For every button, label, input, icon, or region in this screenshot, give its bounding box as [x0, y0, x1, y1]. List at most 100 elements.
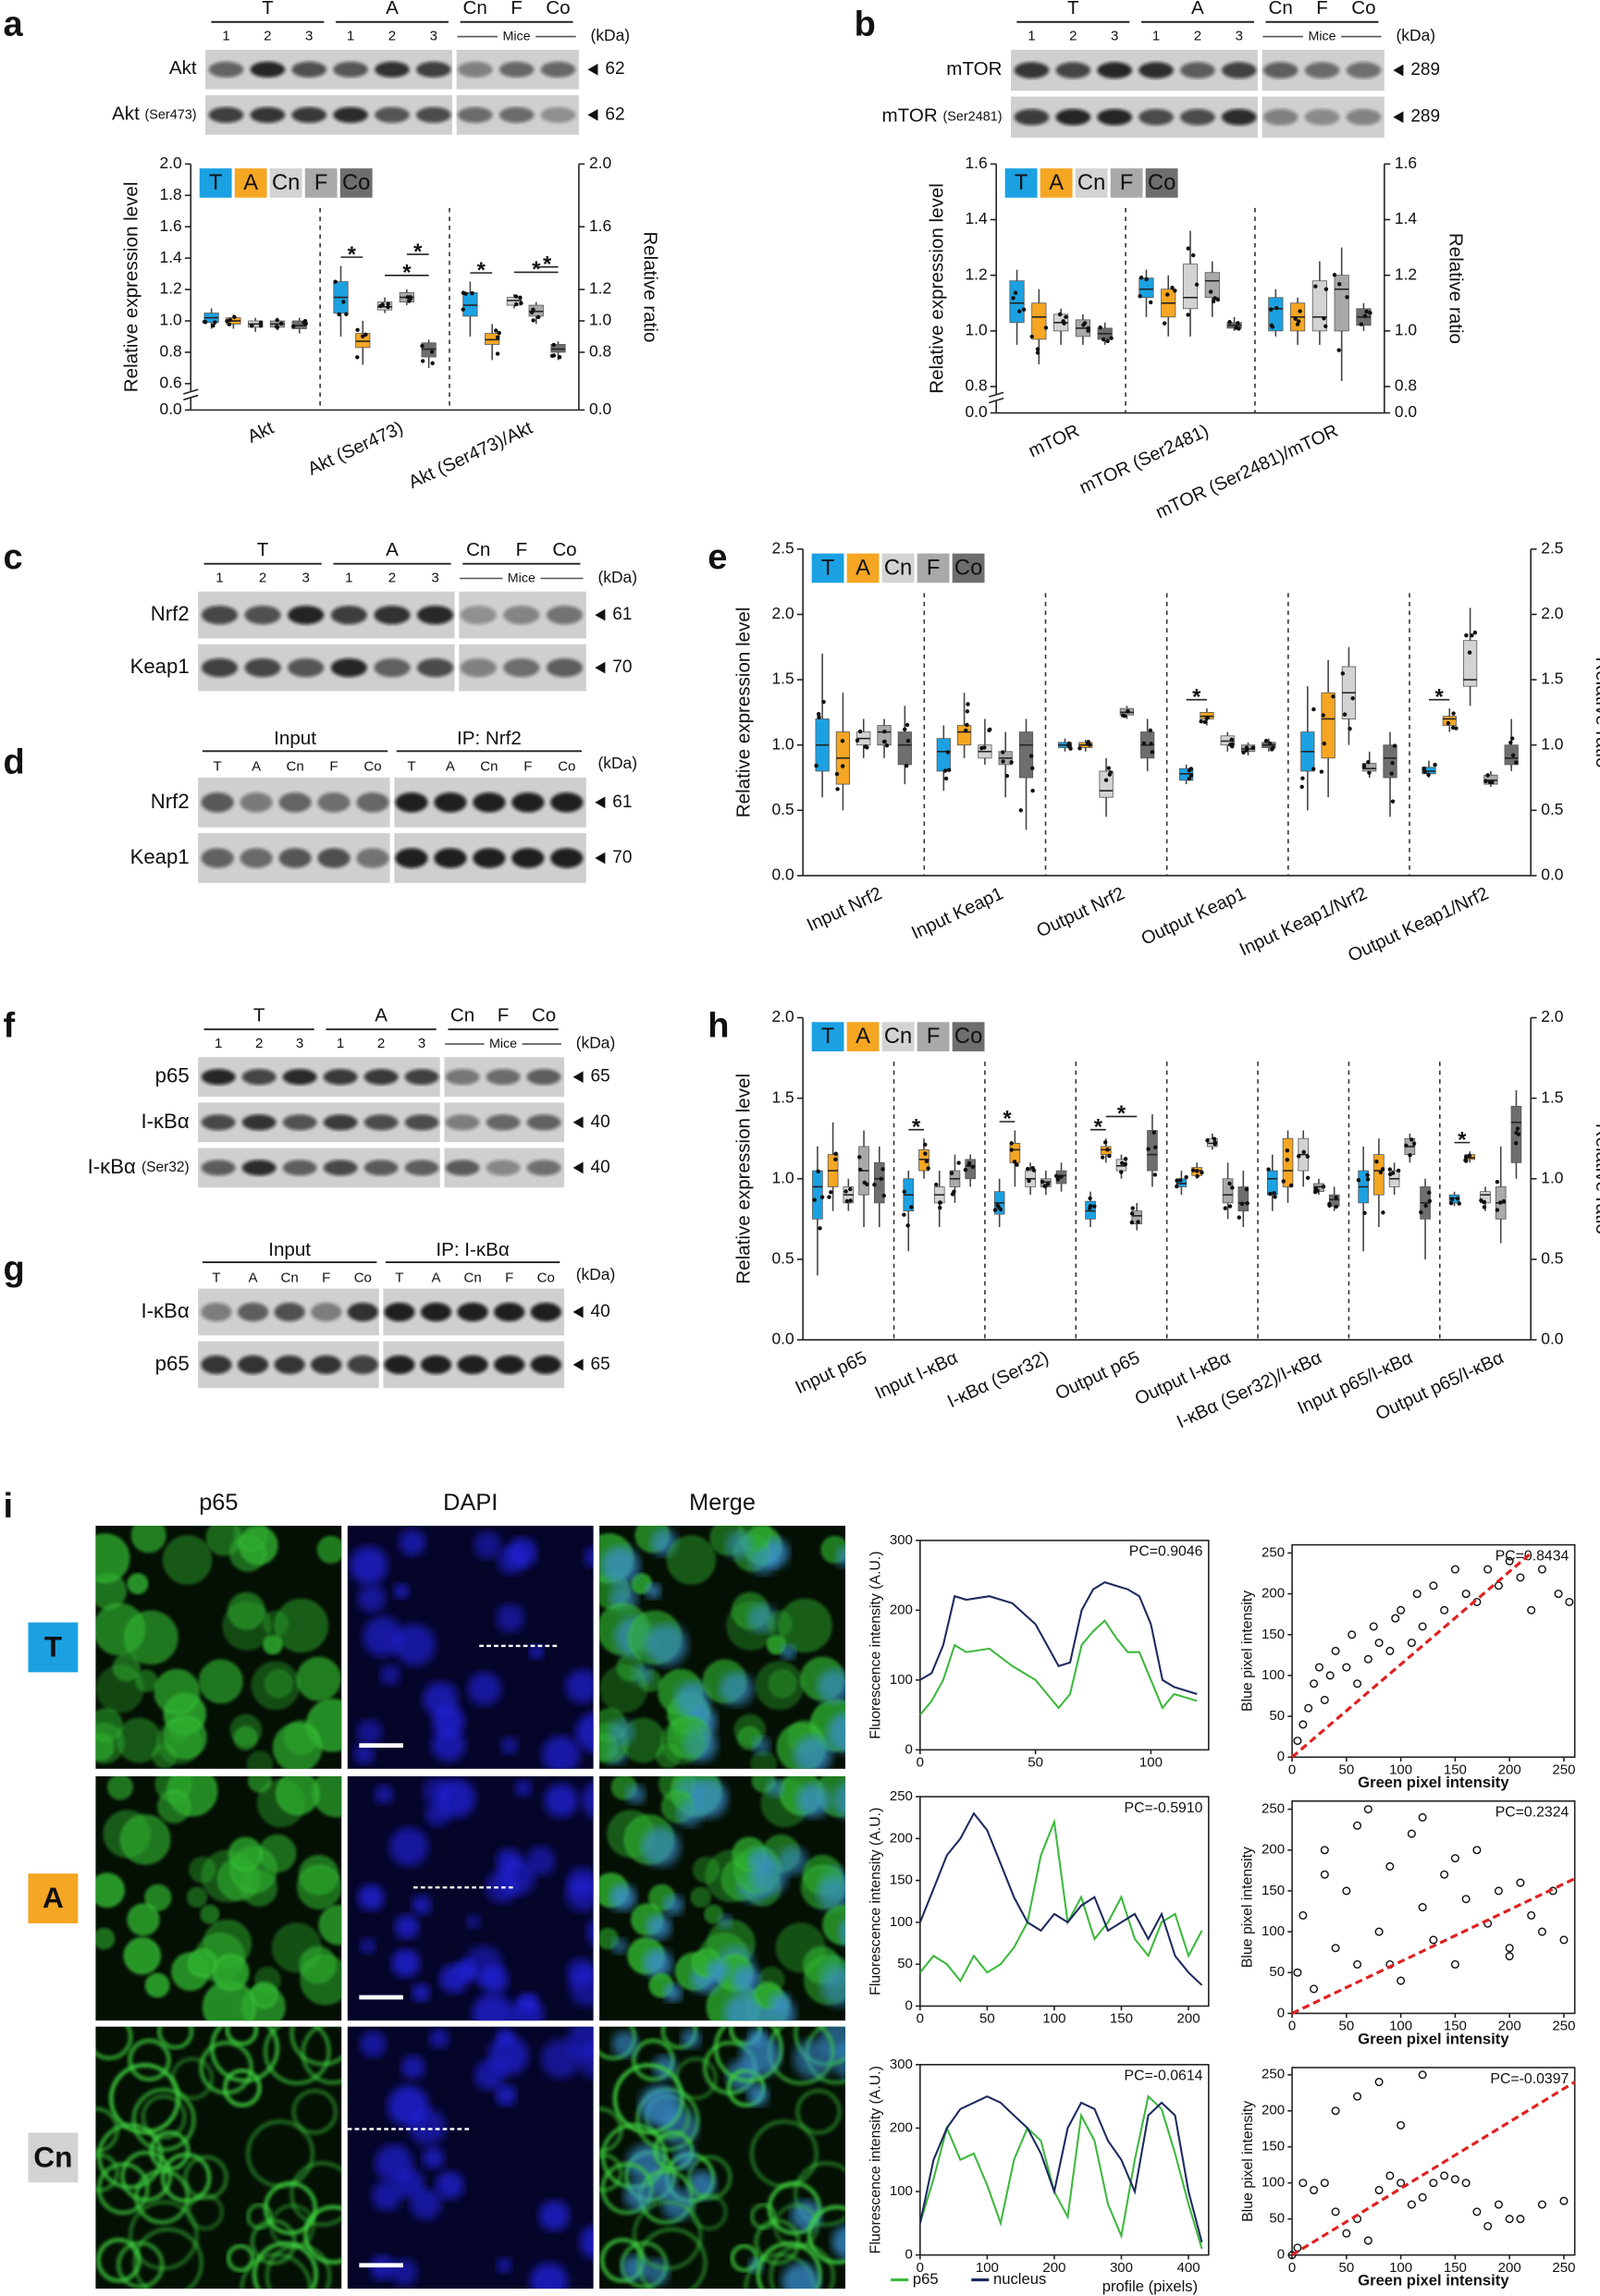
data-dot [956, 1160, 961, 1165]
nucleus [412, 1895, 432, 1915]
data-dot [879, 1176, 883, 1181]
legend-label: F [314, 170, 328, 195]
group-label: Co [552, 539, 576, 560]
data-dot [290, 324, 296, 329]
data-dot [378, 303, 383, 309]
band [1055, 108, 1091, 126]
data-dot [1269, 307, 1274, 312]
profile-line [918, 2095, 1203, 2243]
legend-swatch [952, 553, 985, 583]
green-signal [120, 1814, 171, 1865]
point [1353, 1959, 1362, 1969]
point [1505, 2215, 1514, 2224]
nucleus [818, 1877, 846, 1912]
legend-swatch [952, 1022, 985, 1051]
nucleus [412, 1983, 431, 2002]
nucleus [400, 2055, 425, 2080]
data-dot [902, 1189, 907, 1195]
axis-break [989, 391, 1004, 404]
green-signal [127, 1573, 149, 1594]
point [1516, 1878, 1525, 1887]
green-signal [659, 1719, 706, 1765]
lane-label: 1 [337, 1036, 344, 1051]
data-dot [1064, 314, 1068, 320]
legend-swatch [1110, 168, 1143, 198]
point [1483, 2221, 1493, 2230]
group-label: A [386, 0, 399, 18]
data-dot [816, 1169, 820, 1174]
y2-tick-label: 1.4 [1395, 209, 1418, 227]
data-dot [1009, 1148, 1014, 1152]
data-dot [1311, 767, 1316, 771]
green-signal [749, 2118, 819, 2189]
band [244, 657, 281, 678]
band [1055, 62, 1091, 79]
point [1397, 2179, 1406, 2188]
nucleus [609, 1884, 636, 1911]
point [1537, 2200, 1546, 2209]
lane-label: 3 [302, 570, 310, 585]
y2-tick-label: 1.2 [589, 279, 611, 298]
data-dot [1422, 766, 1427, 771]
band [404, 1114, 439, 1131]
lane-label: Cn [281, 1270, 299, 1285]
band [1304, 62, 1340, 79]
nucleus [480, 1965, 509, 1995]
data-dot [1119, 1170, 1124, 1174]
data-dot [1305, 1175, 1311, 1181]
nucleus [836, 1546, 846, 1567]
green-signal [226, 2243, 255, 2273]
band [356, 792, 389, 813]
kda-unit: (kDa) [597, 754, 637, 772]
group-label: A [1191, 0, 1204, 18]
green-signal [795, 2088, 842, 2135]
data-dot [1148, 300, 1153, 305]
x-tick-label: 150 [1444, 2260, 1467, 2276]
data-dot [1467, 650, 1472, 655]
data-dot [872, 1182, 877, 1187]
mice-label: Mice [1308, 29, 1335, 43]
point [1310, 1679, 1319, 1688]
data-dot [495, 335, 500, 340]
legend-label: A [855, 1024, 870, 1049]
data-dot [1077, 746, 1082, 751]
nucleus [820, 1968, 846, 2007]
point [1429, 1581, 1438, 1590]
legend-label: Co [954, 1024, 982, 1049]
legend-label: T [821, 1024, 835, 1049]
nucleus [642, 2258, 670, 2286]
band [241, 1114, 277, 1131]
x-tick-label: 100 [1139, 1755, 1163, 1771]
legend-swatch [811, 1022, 844, 1051]
data-dot [1296, 319, 1301, 324]
data-dot [882, 729, 887, 734]
band [347, 1302, 378, 1321]
green-signal [144, 1972, 170, 1998]
green-signal [128, 2038, 171, 2082]
data-dot [855, 738, 860, 743]
band [1014, 108, 1050, 126]
nucleus [538, 2200, 570, 2231]
data-dot [1212, 1136, 1217, 1141]
x-tick-label: 200 [1498, 2260, 1521, 2276]
data-dot [1305, 1154, 1311, 1159]
data-dot [1015, 1162, 1019, 1167]
data-dot [1138, 276, 1144, 280]
lane-label: 2 [259, 570, 266, 585]
point [1418, 2070, 1427, 2080]
data-dot [1227, 1204, 1233, 1209]
legend-swatch [881, 553, 915, 583]
nucleus [747, 1848, 774, 1875]
legend-label: T [209, 170, 223, 195]
box [1268, 297, 1284, 332]
lane-label: 1 [222, 29, 229, 44]
y2-tick-label: 0.5 [1541, 800, 1563, 818]
significance-star: * [1435, 684, 1445, 709]
band [420, 1355, 452, 1374]
green-signal [778, 1598, 832, 1652]
data-dot [1426, 772, 1431, 778]
legend-swatch [199, 168, 232, 198]
box [957, 725, 972, 746]
nucleus [608, 1719, 634, 1746]
y-tick-label: 200 [1262, 2103, 1285, 2118]
